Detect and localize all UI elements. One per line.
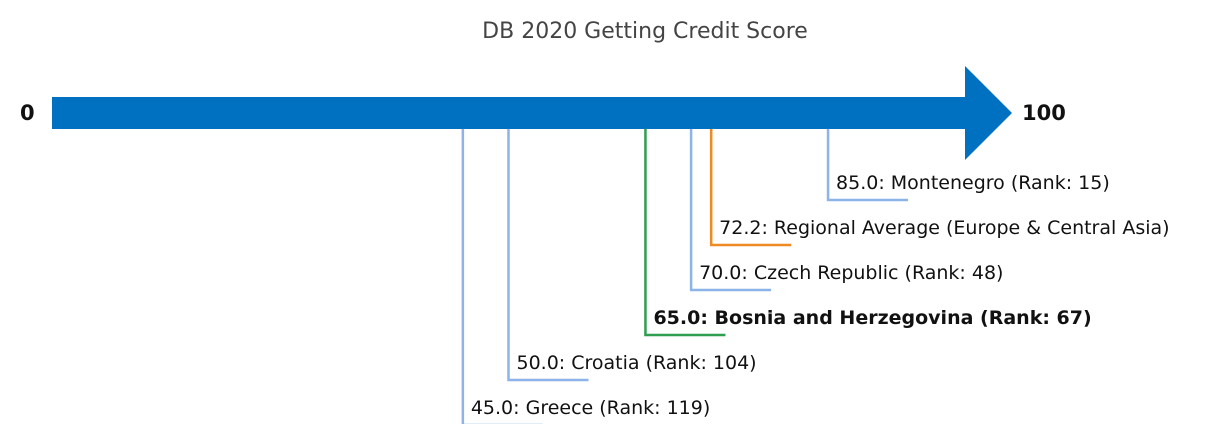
arrow-head [965,66,1012,160]
connector [709,129,792,247]
value-label: 50.0: Croatia (Rank: 104) [517,352,757,374]
connector [461,129,543,424]
value-label: 70.0: Czech Republic (Rank: 48) [699,262,1003,284]
value-label: 72.2: Regional Average (Europe & Central… [719,217,1169,239]
connector [826,129,909,202]
value-label: 65.0: Bosnia and Herzegovina (Rank: 67) [653,307,1091,329]
arrow-shaft [52,97,965,129]
tick-label: 100 [1022,101,1066,125]
connector [507,129,589,382]
tick-label: 0 [20,101,35,125]
value-label: 45.0: Greece (Rank: 119) [471,397,710,419]
connector [689,129,772,292]
value-label: 85.0: Montenegro (Rank: 15) [836,172,1110,194]
chart-title: DB 2020 Getting Credit Score [482,19,808,44]
connector [644,129,726,337]
